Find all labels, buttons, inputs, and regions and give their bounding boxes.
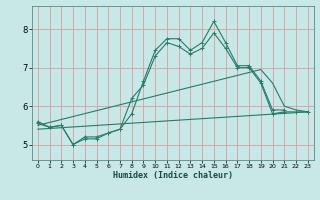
X-axis label: Humidex (Indice chaleur): Humidex (Indice chaleur)	[113, 171, 233, 180]
